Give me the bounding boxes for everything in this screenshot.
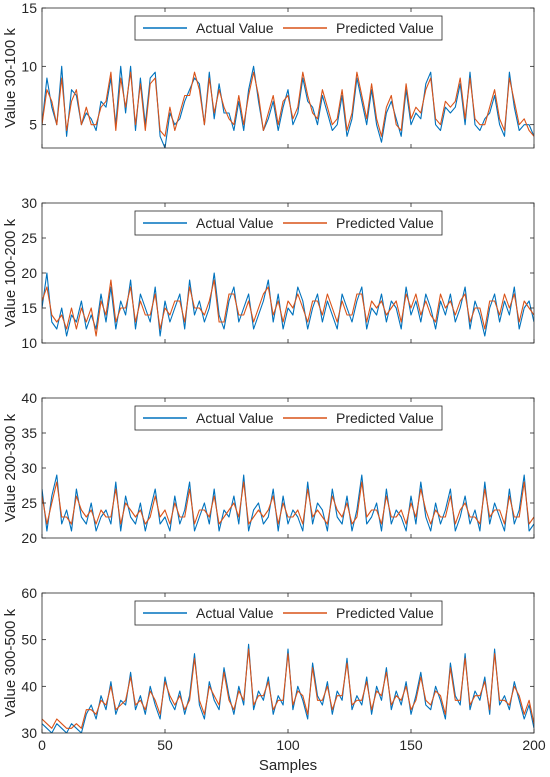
y-tick-label: 30 [21, 725, 37, 741]
legend: Actual Value Predicted Value [134, 210, 443, 236]
legend-label-actual: Actual Value [196, 605, 274, 621]
y-axis-label: Value 200-300 k [2, 413, 19, 522]
legend-label-predicted: Predicted Value [336, 410, 434, 426]
legend-label-predicted: Predicted Value [336, 605, 434, 621]
y-tick-label: 50 [21, 632, 37, 648]
y-axis-label: Value 30-100 k [2, 28, 19, 128]
x-tick-label: 150 [399, 737, 423, 753]
series-line-actual [42, 474, 534, 532]
y-tick-label: 20 [21, 265, 37, 281]
x-tick-label: 200 [522, 737, 546, 753]
legend: Actual Value Predicted Value [134, 600, 443, 626]
series-line-predicted [42, 481, 534, 525]
legend-label-actual: Actual Value [196, 20, 274, 36]
series-line-actual [42, 643, 534, 733]
series-line-predicted [42, 648, 534, 729]
legend-label-predicted: Predicted Value [336, 215, 434, 231]
x-tick-label: 0 [38, 737, 46, 753]
y-tick-label: 30 [21, 195, 37, 211]
legend: Actual Value Predicted Value [134, 15, 443, 41]
x-tick-label: 100 [276, 737, 300, 753]
x-tick-label: 50 [157, 737, 173, 753]
legend-label-actual: Actual Value [196, 410, 274, 426]
y-axis-label: Value 100-200 k [2, 218, 19, 327]
y-tick-label: 25 [21, 495, 37, 511]
y-tick-label: 40 [21, 678, 37, 694]
y-tick-label: 10 [21, 335, 37, 351]
series-line-actual [42, 272, 534, 337]
legend: Actual Value Predicted Value [134, 405, 443, 431]
panel-4: 30 40 50 60 0 50 100 150 200 Value 300-500 k Sampl… [2, 585, 546, 774]
y-tick-label: 35 [21, 425, 37, 441]
y-tick-label: 25 [21, 230, 37, 246]
y-tick-label: 5 [29, 117, 37, 133]
y-tick-label: 10 [21, 58, 37, 74]
series-line-predicted [42, 71, 534, 137]
series-line-predicted [42, 279, 534, 337]
legend-label-actual: Actual Value [196, 215, 274, 231]
y-tick-label: 15 [21, 300, 37, 316]
x-axis-label: Samples [259, 757, 317, 774]
y-tick-label: 20 [21, 530, 37, 546]
y-tick-label: 15 [21, 0, 37, 16]
y-axis-label: Value 300-500 k [2, 608, 19, 717]
y-tick-label: 40 [21, 390, 37, 406]
y-tick-label: 60 [21, 585, 37, 601]
legend-label-predicted: Predicted Value [336, 20, 434, 36]
y-tick-label: 30 [21, 460, 37, 476]
